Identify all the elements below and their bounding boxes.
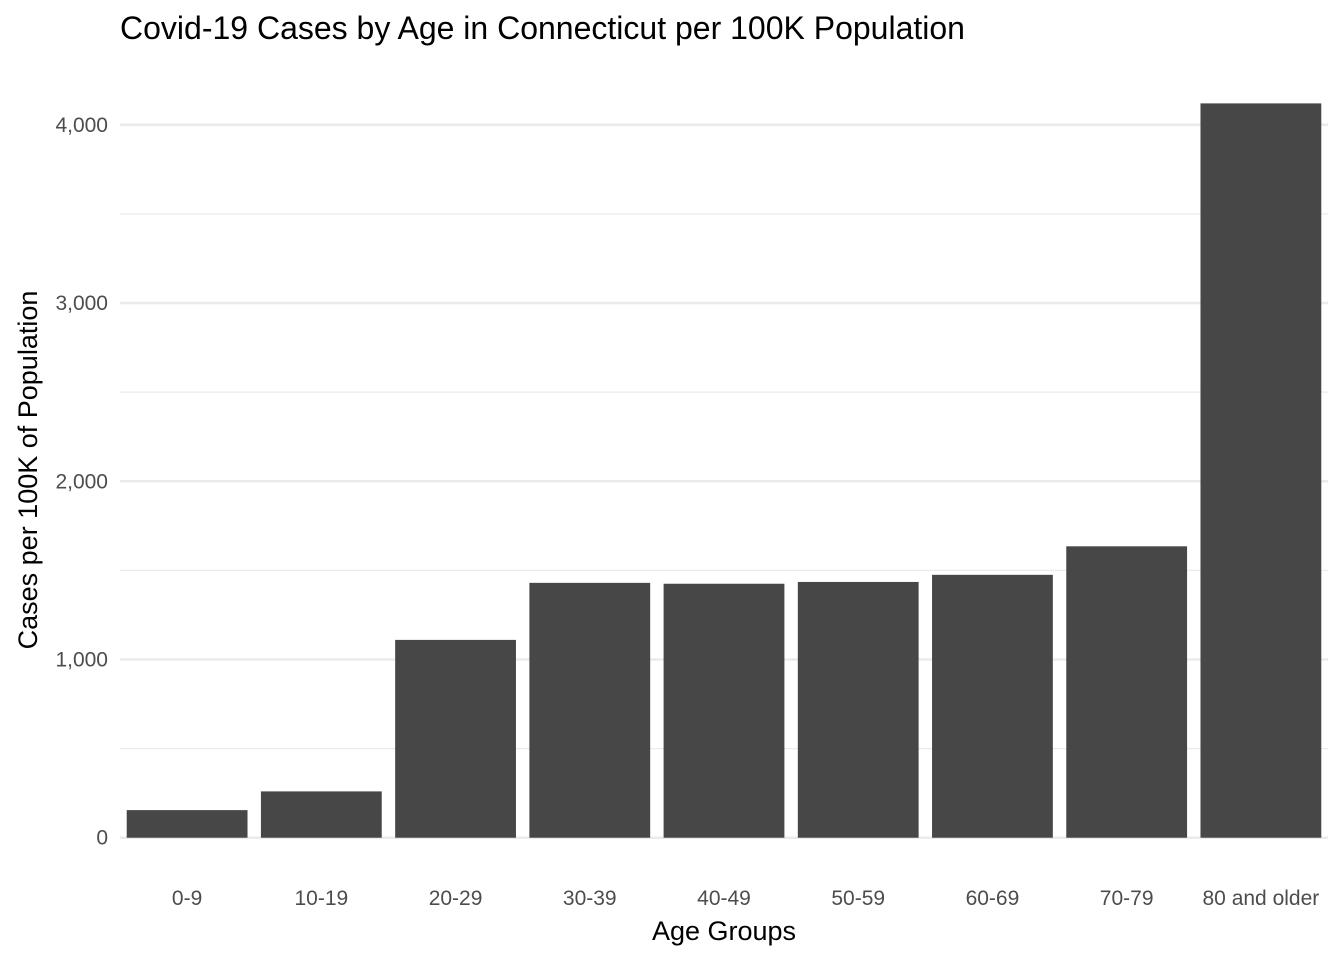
x-tick-label: 40-49 bbox=[697, 887, 751, 910]
x-tick-label: 10-19 bbox=[294, 887, 348, 910]
y-tick-label: 3,000 bbox=[55, 292, 108, 315]
bar-10-19 bbox=[260, 791, 382, 838]
bar-30-39 bbox=[529, 582, 651, 838]
y-tick-label: 1,000 bbox=[55, 649, 108, 672]
bar-70-79 bbox=[1066, 546, 1188, 838]
y-tick-label: 4,000 bbox=[55, 114, 108, 137]
bar-80-and-older bbox=[1200, 103, 1322, 838]
y-axis-title: Cases per 100K of Population bbox=[13, 291, 43, 650]
bar-40-49 bbox=[663, 583, 785, 838]
x-axis-ticks: 0-9 10-19 20-29 30-39 40-49 50-59 60-69 70-79 80… bbox=[172, 887, 1319, 910]
bar-60-69 bbox=[932, 574, 1053, 838]
y-axis-ticks: 0 1,000 2,000 3,000 4,000 bbox=[55, 114, 108, 850]
x-tick-label: 60-69 bbox=[966, 887, 1020, 910]
bar-0-9 bbox=[126, 810, 248, 838]
y-tick-label: 0 bbox=[96, 827, 108, 850]
bar-50-59 bbox=[797, 581, 919, 838]
x-tick-label: 70-79 bbox=[1100, 887, 1154, 910]
x-tick-label: 30-39 bbox=[563, 887, 617, 910]
bar-layer bbox=[126, 103, 1322, 838]
x-tick-label: 80 and older bbox=[1203, 887, 1320, 910]
y-tick-label: 2,000 bbox=[55, 470, 108, 493]
x-tick-label: 0-9 bbox=[172, 887, 202, 910]
bar-20-29 bbox=[395, 639, 516, 838]
x-axis-title: Age Groups bbox=[652, 916, 796, 946]
x-tick-label: 50-59 bbox=[831, 887, 885, 910]
chart-title: Covid-19 Cases by Age in Connecticut per… bbox=[120, 10, 965, 46]
x-tick-label: 20-29 bbox=[429, 887, 483, 910]
